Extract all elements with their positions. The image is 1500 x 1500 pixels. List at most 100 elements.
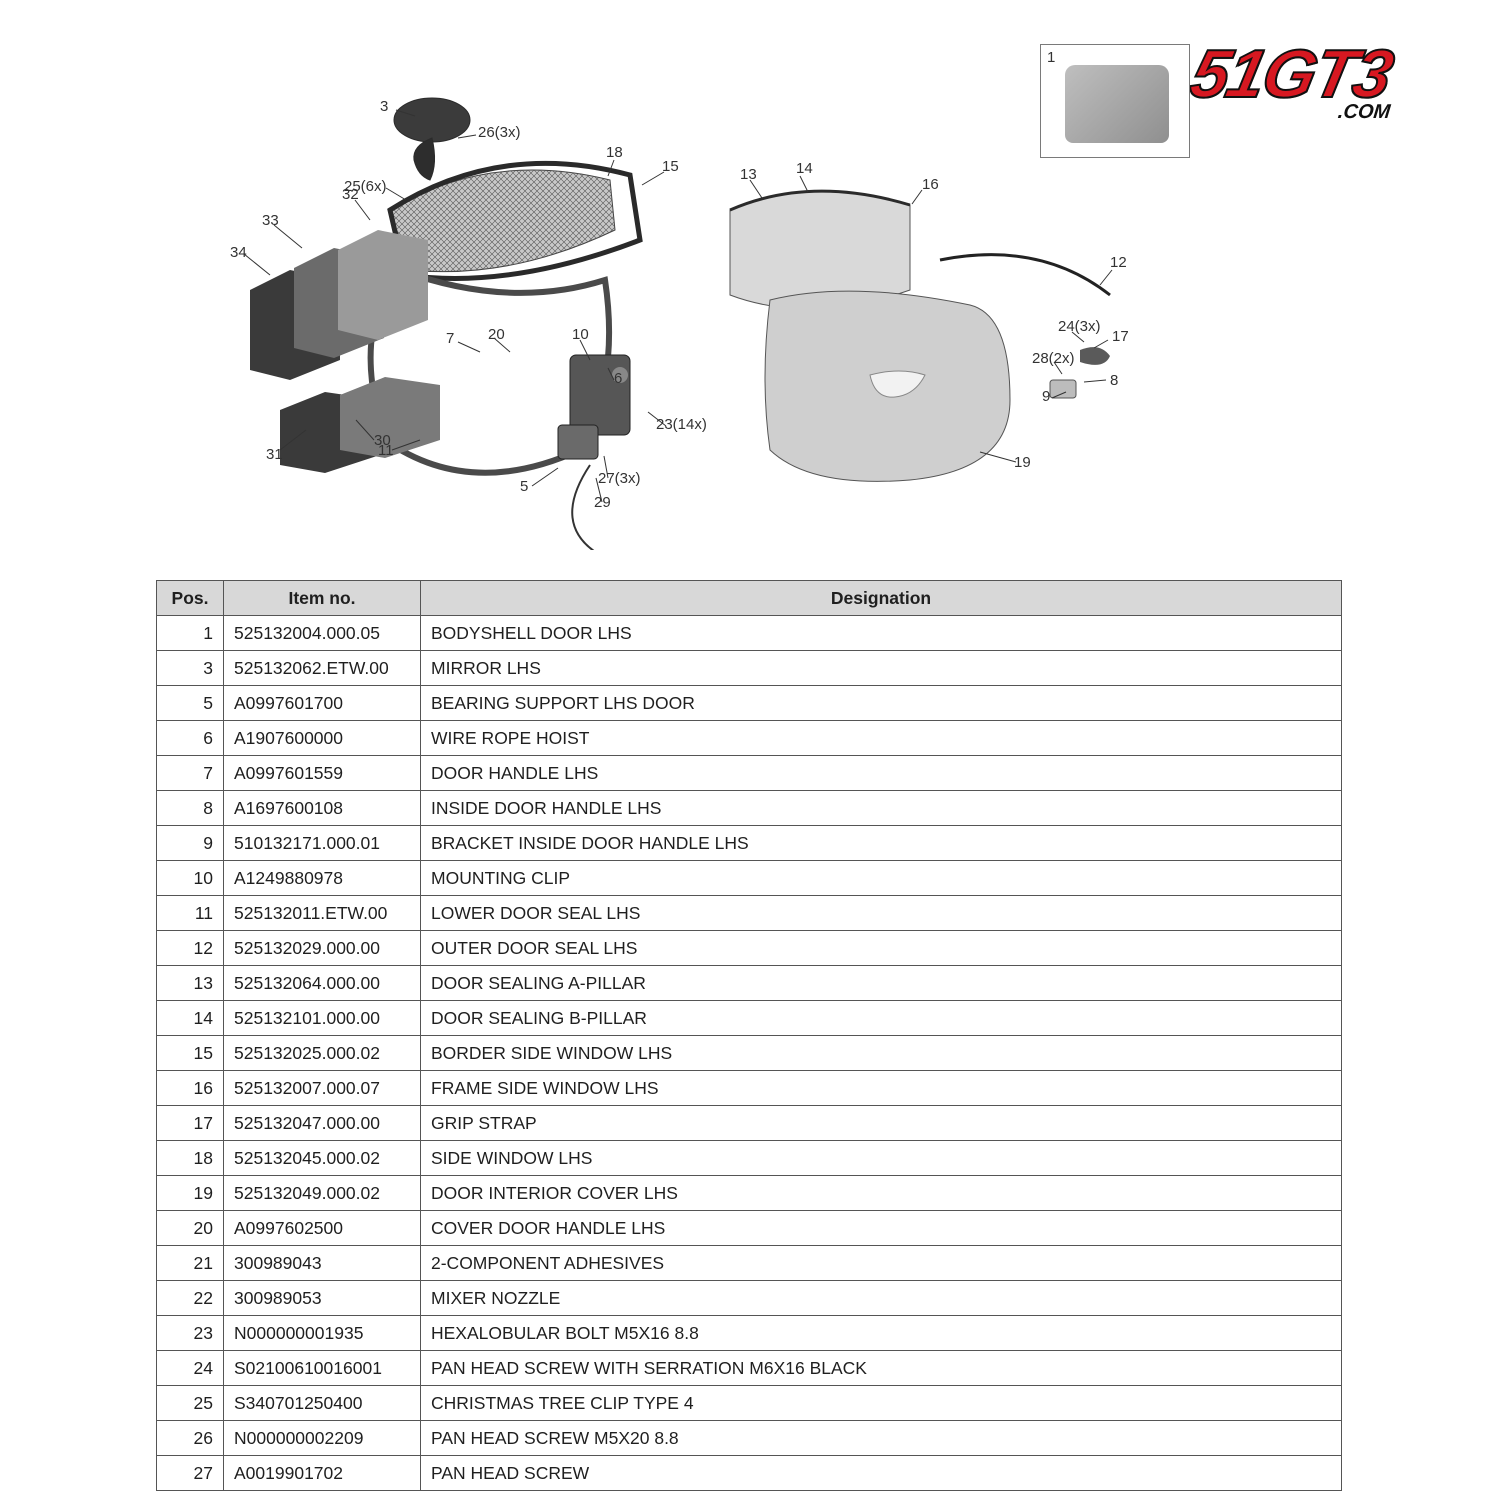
callout-26: 26(3x)	[478, 124, 521, 141]
callout-14: 14	[796, 160, 813, 177]
callout-20: 20	[488, 326, 505, 343]
cell-designation: LOWER DOOR SEAL LHS	[421, 896, 1342, 931]
cell-pos: 12	[157, 931, 224, 966]
table-row: 16525132007.000.07FRAME SIDE WINDOW LHS	[157, 1071, 1342, 1106]
cell-pos: 17	[157, 1106, 224, 1141]
cell-item: A1249880978	[224, 861, 421, 896]
table-row: 6A1907600000WIRE ROPE HOIST	[157, 721, 1342, 756]
cell-designation: SIDE WINDOW LHS	[421, 1141, 1342, 1176]
cell-item: N000000002209	[224, 1421, 421, 1456]
table-row: 18525132045.000.02SIDE WINDOW LHS	[157, 1141, 1342, 1176]
cell-designation: MIRROR LHS	[421, 651, 1342, 686]
thumbnail-index: 1	[1047, 49, 1055, 66]
callout-13: 13	[740, 166, 757, 183]
cell-item: 300989043	[224, 1246, 421, 1281]
cell-pos: 10	[157, 861, 224, 896]
exploded-view-svg	[210, 80, 1150, 550]
table-row: 23N000000001935HEXALOBULAR BOLT M5X16 8.…	[157, 1316, 1342, 1351]
callout-12: 12	[1110, 254, 1127, 271]
table-row: 8A1697600108INSIDE DOOR HANDLE LHS	[157, 791, 1342, 826]
callout-15: 15	[662, 158, 679, 175]
cell-designation: 2-COMPONENT ADHESIVES	[421, 1246, 1342, 1281]
table-row: 13525132064.000.00DOOR SEALING A-PILLAR	[157, 966, 1342, 1001]
table-row: 11525132011.ETW.00LOWER DOOR SEAL LHS	[157, 896, 1342, 931]
cell-designation: DOOR SEALING A-PILLAR	[421, 966, 1342, 1001]
parts-table-body: 1525132004.000.05BODYSHELL DOOR LHS35251…	[157, 616, 1342, 1491]
cell-pos: 14	[157, 1001, 224, 1036]
cell-item: N000000001935	[224, 1316, 421, 1351]
cell-item: S02100610016001	[224, 1351, 421, 1386]
col-designation: Designation	[421, 581, 1342, 616]
col-pos: Pos.	[157, 581, 224, 616]
cell-item: A0019901702	[224, 1456, 421, 1491]
cell-pos: 5	[157, 686, 224, 721]
cell-item: 525132064.000.00	[224, 966, 421, 1001]
callout-24: 24(3x)	[1058, 318, 1101, 335]
table-row: 19525132049.000.02DOOR INTERIOR COVER LH…	[157, 1176, 1342, 1211]
callout-29: 29	[594, 494, 611, 511]
table-row: 12525132029.000.00OUTER DOOR SEAL LHS	[157, 931, 1342, 966]
callout-8: 8	[1110, 372, 1118, 389]
callout-19: 19	[1014, 454, 1031, 471]
cell-designation: DOOR INTERIOR COVER LHS	[421, 1176, 1342, 1211]
cell-pos: 21	[157, 1246, 224, 1281]
cell-item: 525132007.000.07	[224, 1071, 421, 1106]
cell-designation: MOUNTING CLIP	[421, 861, 1342, 896]
table-row: 3525132062.ETW.00MIRROR LHS	[157, 651, 1342, 686]
cell-item: 525132045.000.02	[224, 1141, 421, 1176]
cell-pos: 1	[157, 616, 224, 651]
cell-pos: 26	[157, 1421, 224, 1456]
callout-31: 31	[266, 446, 283, 463]
cell-item: 525132049.000.02	[224, 1176, 421, 1211]
cell-designation: PAN HEAD SCREW M5X20 8.8	[421, 1421, 1342, 1456]
cell-item: 525132062.ETW.00	[224, 651, 421, 686]
cell-pos: 7	[157, 756, 224, 791]
cell-item: 525132047.000.00	[224, 1106, 421, 1141]
callout-9: 9	[1042, 388, 1050, 405]
cell-item: A1907600000	[224, 721, 421, 756]
cell-designation: GRIP STRAP	[421, 1106, 1342, 1141]
cell-pos: 23	[157, 1316, 224, 1351]
cell-item: A0997601700	[224, 686, 421, 721]
cell-pos: 11	[157, 896, 224, 931]
cell-pos: 27	[157, 1456, 224, 1491]
callout-34: 34	[230, 244, 247, 261]
table-row: 1525132004.000.05BODYSHELL DOOR LHS	[157, 616, 1342, 651]
table-row: 24S02100610016001PAN HEAD SCREW WITH SER…	[157, 1351, 1342, 1386]
cell-designation: WIRE ROPE HOIST	[421, 721, 1342, 756]
cell-pos: 25	[157, 1386, 224, 1421]
cell-pos: 16	[157, 1071, 224, 1106]
cell-item: 510132171.000.01	[224, 826, 421, 861]
table-row: 26N000000002209PAN HEAD SCREW M5X20 8.8	[157, 1421, 1342, 1456]
cell-designation: FRAME SIDE WINDOW LHS	[421, 1071, 1342, 1106]
cell-pos: 15	[157, 1036, 224, 1071]
cell-item: A1697600108	[224, 791, 421, 826]
cell-item: A0997602500	[224, 1211, 421, 1246]
cell-designation: INSIDE DOOR HANDLE LHS	[421, 791, 1342, 826]
col-item: Item no.	[224, 581, 421, 616]
cell-pos: 6	[157, 721, 224, 756]
cell-designation: PAN HEAD SCREW WITH SERRATION M6X16 BLAC…	[421, 1351, 1342, 1386]
cell-item: 525132004.000.05	[224, 616, 421, 651]
callout-6: 6	[614, 370, 622, 387]
table-row: 27A0019901702PAN HEAD SCREW	[157, 1456, 1342, 1491]
callout-10: 10	[572, 326, 589, 343]
cell-item: 525132029.000.00	[224, 931, 421, 966]
logo-main: 51GT3	[1186, 44, 1397, 105]
table-row: 14525132101.000.00DOOR SEALING B-PILLAR	[157, 1001, 1342, 1036]
cell-item: 525132011.ETW.00	[224, 896, 421, 931]
cell-designation: HEXALOBULAR BOLT M5X16 8.8	[421, 1316, 1342, 1351]
cell-designation: OUTER DOOR SEAL LHS	[421, 931, 1342, 966]
cell-pos: 19	[157, 1176, 224, 1211]
callout-5: 5	[520, 478, 528, 495]
table-row: 22300989053MIXER NOZZLE	[157, 1281, 1342, 1316]
table-row: 10A1249880978MOUNTING CLIP	[157, 861, 1342, 896]
table-row: 9510132171.000.01BRACKET INSIDE DOOR HAN…	[157, 826, 1342, 861]
cell-designation: BORDER SIDE WINDOW LHS	[421, 1036, 1342, 1071]
callout-27: 27(3x)	[598, 470, 641, 487]
callout-23: 23(14x)	[656, 416, 707, 433]
cell-pos: 9	[157, 826, 224, 861]
callout-3: 3	[380, 98, 388, 115]
callout-33: 33	[262, 212, 279, 229]
cell-item: S340701250400	[224, 1386, 421, 1421]
